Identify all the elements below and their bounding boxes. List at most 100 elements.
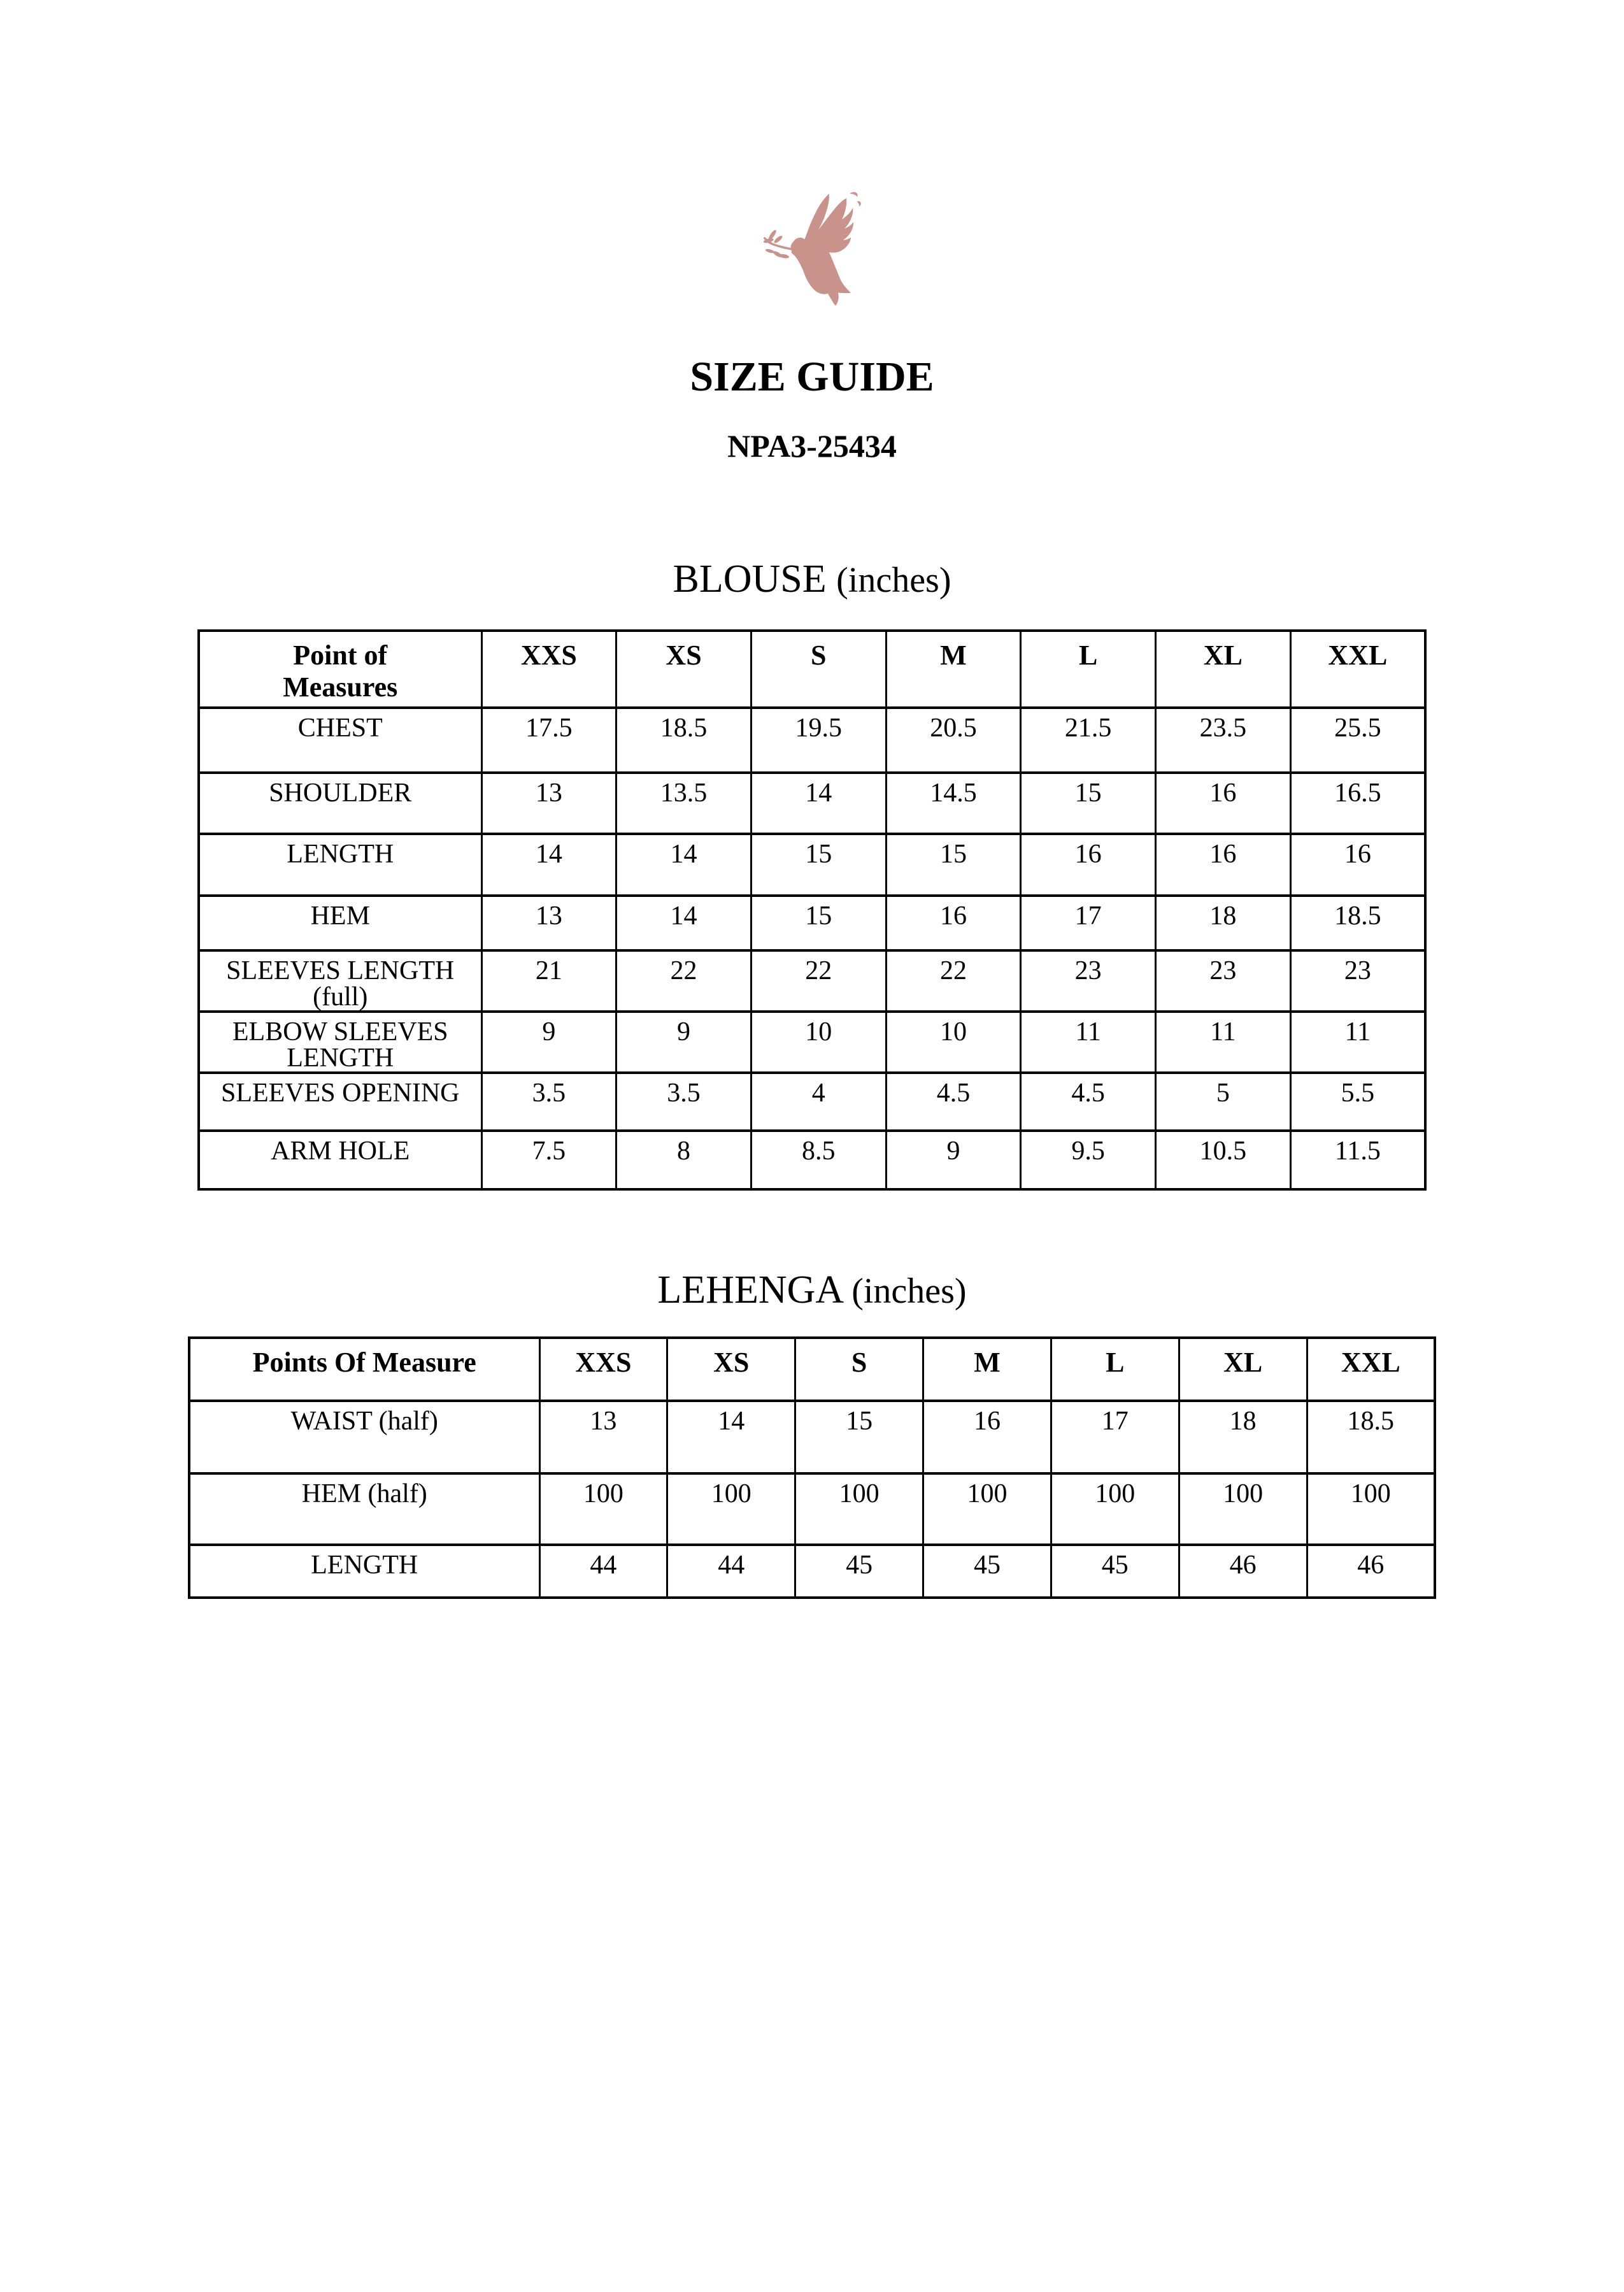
measure-value-cell: 16 xyxy=(1155,832,1292,897)
row-label-line1: CHEST xyxy=(297,713,383,743)
measure-value-cell: 23 xyxy=(1020,949,1157,1013)
measure-value-cell: 11.5 xyxy=(1289,1129,1427,1191)
measure-value-cell: 13.5 xyxy=(615,771,752,835)
size-column-header: XS xyxy=(666,1336,797,1402)
measure-value-cell: 100 xyxy=(1306,1472,1436,1546)
measure-value-cell: 10.5 xyxy=(1155,1129,1292,1191)
blouse-title-unit: (inches) xyxy=(836,561,951,601)
row-label-cell: LENGTH xyxy=(197,832,483,897)
dove-logo-icon xyxy=(763,192,861,306)
size-column-header: XL xyxy=(1155,629,1292,709)
measure-value-cell: 21 xyxy=(480,949,618,1013)
measure-value-cell: 100 xyxy=(1178,1472,1308,1546)
measure-value-cell: 17 xyxy=(1050,1399,1180,1475)
blouse-section-title: BLOUSE (inches) xyxy=(0,557,1624,602)
row-label-line1: SHOULDER xyxy=(269,778,412,808)
measure-value-cell: 18.5 xyxy=(615,706,752,774)
measure-value-cell: 5 xyxy=(1155,1071,1292,1133)
lehenga-size-table: Points Of Measure XXS XS S M L XL XXL WAIST (hal… xyxy=(188,1336,1436,1599)
measure-value-cell: 22 xyxy=(885,949,1022,1013)
measure-value-cell: 17 xyxy=(1020,894,1157,952)
brand-logo xyxy=(760,190,865,312)
measure-value-cell: 11 xyxy=(1155,1010,1292,1075)
measure-value-cell: 20.5 xyxy=(885,706,1022,774)
measure-value-cell: 8.5 xyxy=(750,1129,887,1191)
measure-value-cell: 18 xyxy=(1155,894,1292,952)
size-column-header: XS xyxy=(615,629,752,709)
measure-row: LENGTH 14 14 15 15 16 16 16 xyxy=(197,832,1427,897)
row-label-line2: LENGTH xyxy=(287,1043,394,1073)
size-column-header: XXL xyxy=(1306,1336,1436,1402)
corner-header-line1: Points Of Measure xyxy=(252,1346,476,1378)
size-column-header: XL xyxy=(1178,1336,1308,1402)
measure-value-cell: 15 xyxy=(885,832,1022,897)
row-label-cell: SHOULDER xyxy=(197,771,483,835)
row-label-cell: SLEEVES LENGTH (full) xyxy=(197,949,483,1013)
measure-value-cell: 100 xyxy=(922,1472,1052,1546)
measure-value-cell: 25.5 xyxy=(1289,706,1427,774)
measure-value-cell: 4 xyxy=(750,1071,887,1133)
size-column-header: S xyxy=(794,1336,925,1402)
measure-value-cell: 17.5 xyxy=(480,706,618,774)
row-label-line1: WAIST (half) xyxy=(290,1406,438,1436)
corner-header-cell: Point of Measures xyxy=(197,629,483,709)
measure-value-cell: 5.5 xyxy=(1289,1071,1427,1133)
measure-value-cell: 14 xyxy=(615,832,752,897)
size-column-header: M xyxy=(922,1336,1052,1402)
measure-value-cell: 100 xyxy=(538,1472,669,1546)
measure-value-cell: 22 xyxy=(615,949,752,1013)
row-label-line1: LENGTH xyxy=(287,839,394,869)
measure-value-cell: 9 xyxy=(885,1129,1022,1191)
measure-row: SLEEVES LENGTH (full) 21 22 22 22 23 23 23 xyxy=(197,949,1427,1013)
measure-value-cell: 13 xyxy=(538,1399,669,1475)
measure-row: SLEEVES OPENING 3.5 3.5 4 4.5 4.5 5 5.5 xyxy=(197,1071,1427,1133)
measure-value-cell: 46 xyxy=(1306,1543,1436,1599)
measure-value-cell: 13 xyxy=(480,894,618,952)
measure-value-cell: 46 xyxy=(1178,1543,1308,1599)
measure-value-cell: 19.5 xyxy=(750,706,887,774)
lehenga-section-title: LEHENGA (inches) xyxy=(0,1268,1624,1313)
measure-row: ELBOW SLEEVES LENGTH 9 9 10 10 11 11 11 xyxy=(197,1010,1427,1075)
measure-value-cell: 14.5 xyxy=(885,771,1022,835)
size-column-header: L xyxy=(1020,629,1157,709)
measure-value-cell: 45 xyxy=(922,1543,1052,1599)
measure-value-cell: 9 xyxy=(615,1010,752,1075)
size-column-header: S xyxy=(750,629,887,709)
measure-value-cell: 100 xyxy=(1050,1472,1180,1546)
size-column-header: M xyxy=(885,629,1022,709)
row-label-cell: HEM xyxy=(197,894,483,952)
measure-value-cell: 15 xyxy=(750,832,887,897)
measure-value-cell: 7.5 xyxy=(480,1129,618,1191)
row-label-line1: SLEEVES LENGTH xyxy=(226,956,455,985)
measure-value-cell: 14 xyxy=(666,1399,797,1475)
measure-value-cell: 44 xyxy=(666,1543,797,1599)
measure-value-cell: 15 xyxy=(1020,771,1157,835)
row-label-cell: ELBOW SLEEVES LENGTH xyxy=(197,1010,483,1075)
measure-value-cell: 23 xyxy=(1155,949,1292,1013)
measure-value-cell: 10 xyxy=(885,1010,1022,1075)
measure-value-cell: 16.5 xyxy=(1289,771,1427,835)
row-label-cell: ARM HOLE xyxy=(197,1129,483,1191)
measure-value-cell: 18.5 xyxy=(1306,1399,1436,1475)
row-label-cell: WAIST (half) xyxy=(188,1399,541,1475)
size-column-header: XXS xyxy=(480,629,618,709)
measure-value-cell: 23.5 xyxy=(1155,706,1292,774)
measure-value-cell: 100 xyxy=(666,1472,797,1546)
measure-value-cell: 16 xyxy=(1289,832,1427,897)
row-label-line1: ARM HOLE xyxy=(271,1136,410,1166)
measure-row: HEM (half) 100 100 100 100 100 100 100 xyxy=(188,1472,1436,1546)
measure-row: CHEST 17.5 18.5 19.5 20.5 21.5 23.5 25.5 xyxy=(197,706,1427,774)
row-label-line1: HEM xyxy=(310,901,370,931)
measure-value-cell: 3.5 xyxy=(615,1071,752,1133)
page-title: SIZE GUIDE xyxy=(690,354,934,400)
measure-value-cell: 4.5 xyxy=(885,1071,1022,1133)
measure-value-cell: 22 xyxy=(750,949,887,1013)
measure-value-cell: 16 xyxy=(922,1399,1052,1475)
measure-value-cell: 10 xyxy=(750,1010,887,1075)
header-row: Point of Measures XXS XS S M L XL XXL xyxy=(197,629,1427,709)
measure-value-cell: 11 xyxy=(1289,1010,1427,1075)
measure-value-cell: 14 xyxy=(615,894,752,952)
measure-value-cell: 4.5 xyxy=(1020,1071,1157,1133)
measure-row: WAIST (half) 13 14 15 16 17 18 18.5 xyxy=(188,1399,1436,1475)
measure-value-cell: 16 xyxy=(1020,832,1157,897)
